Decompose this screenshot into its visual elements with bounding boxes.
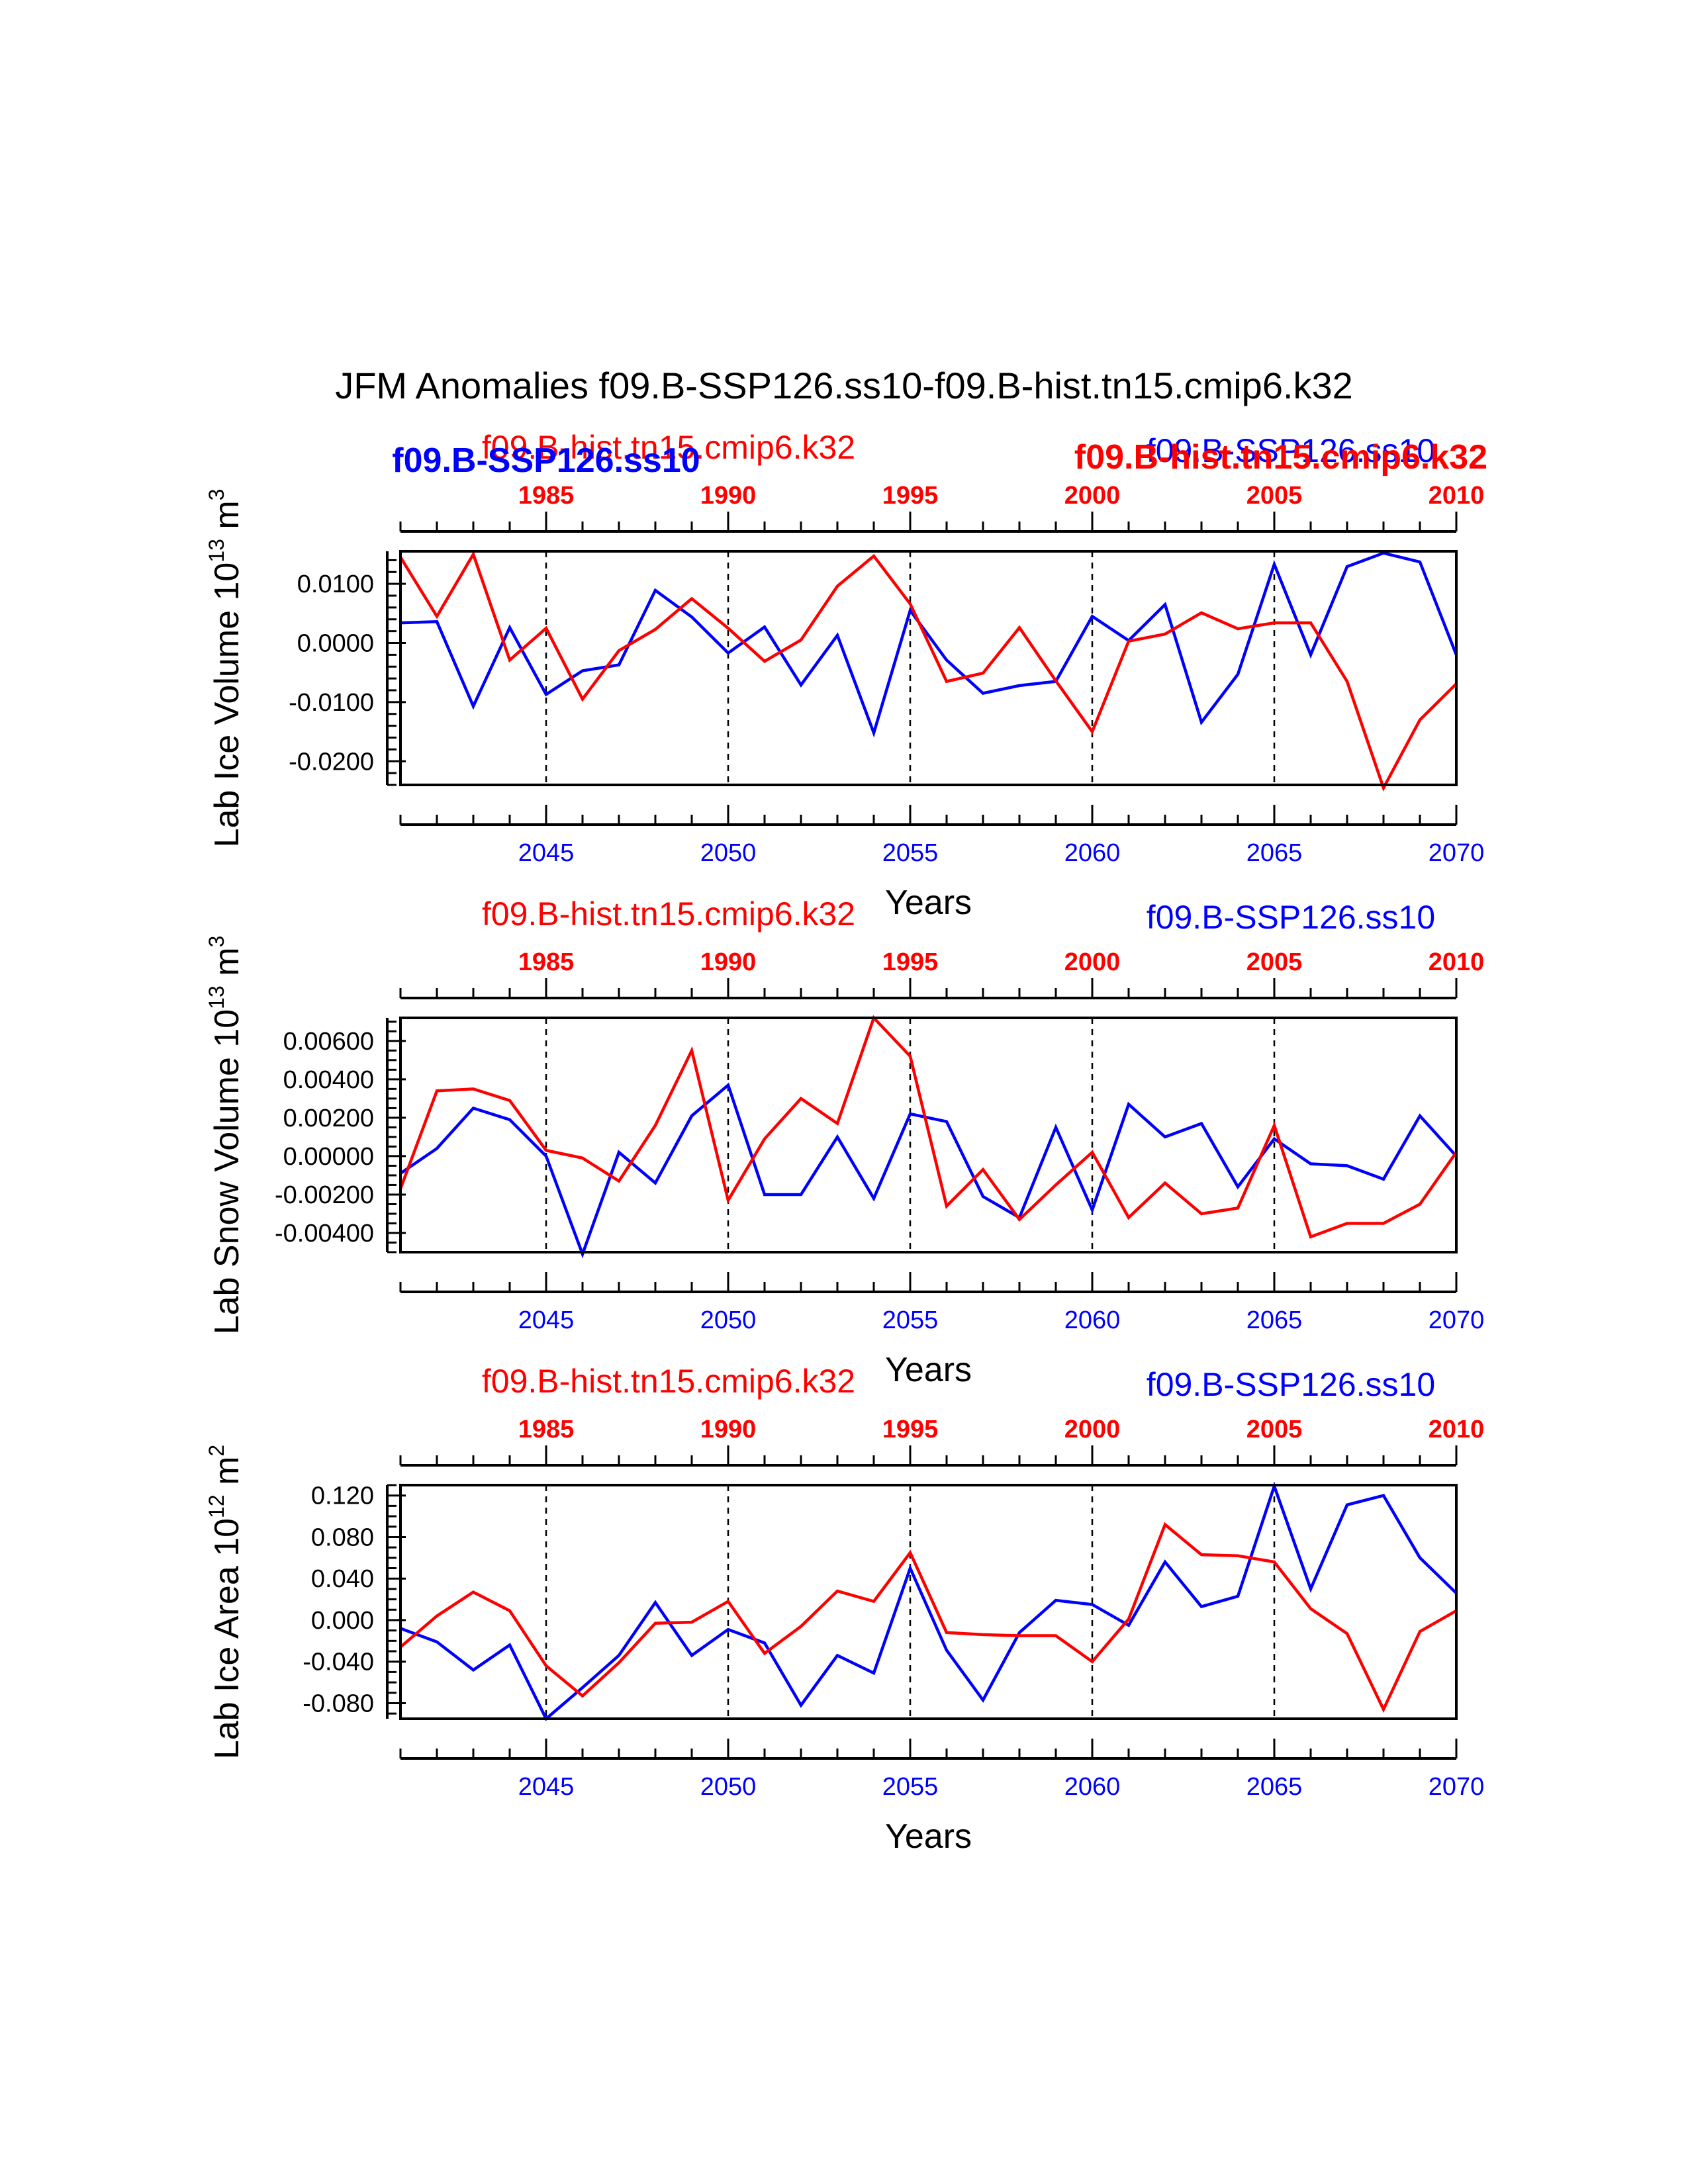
- run-label-red-bold: f09.B-hist.tn15.cmip6.k32: [1074, 438, 1487, 477]
- bottom-tick-label: 2070: [1429, 839, 1485, 867]
- y-axis-label-unit: m: [208, 947, 246, 985]
- y-axis-label-main: Lab Ice Area 10: [208, 1518, 246, 1759]
- series-line-red: [399, 1015, 1458, 1239]
- run-label-red: f09.B-hist.tn15.cmip6.k32: [482, 1363, 855, 1400]
- y-tick-label: 0.120: [311, 1482, 374, 1510]
- y-axis-label: Lab Ice Area 1012 m2: [205, 1445, 246, 1759]
- top-tick-label: 1995: [882, 482, 939, 510]
- y-tick-label: 0.080: [311, 1524, 374, 1551]
- y-axis-label: Lab Ice Volume 1013 m3: [205, 489, 246, 848]
- top-tick-label: 2010: [1429, 1416, 1485, 1443]
- y-tick-label: -0.0200: [289, 748, 374, 776]
- y-tick-label: -0.040: [303, 1649, 374, 1676]
- top-tick-label: 1990: [700, 948, 757, 976]
- y-tick-label: -0.00200: [275, 1181, 374, 1209]
- y-axis-label-exponent: 12: [205, 1494, 228, 1518]
- bottom-tick-label: 2065: [1246, 1773, 1303, 1801]
- run-label-blue: f09.B-SSP126.ss10: [1147, 899, 1435, 936]
- series-line-blue: [400, 1481, 1458, 1721]
- bottom-tick-label: 2070: [1429, 1306, 1485, 1334]
- bottom-tick-label: 2060: [1064, 1773, 1121, 1801]
- y-tick-label: 0.0100: [297, 570, 374, 598]
- series-line-red: [399, 1522, 1458, 1713]
- panels: 2045 2050 2055 2060 2065 2070 1985 1990 1995 2000…: [205, 429, 1487, 1856]
- y-axis-label-unit-exponent: 3: [205, 936, 228, 948]
- top-tick-label: 1995: [882, 1416, 939, 1443]
- x-axis-label: Years: [885, 1351, 972, 1389]
- plot-frame: [399, 550, 1458, 786]
- top-tick-label: 2000: [1064, 1416, 1121, 1443]
- bottom-tick-label: 2055: [882, 1773, 939, 1801]
- y-tick-label: 0.0000: [297, 630, 374, 658]
- y-tick-label: 0.00200: [283, 1105, 374, 1132]
- bottom-tick-label: 2060: [1064, 1306, 1121, 1334]
- y-tick-label: 0.00400: [283, 1066, 374, 1094]
- y-axis-label-unit: m: [208, 1457, 246, 1495]
- y-axis-label-exponent: 13: [205, 985, 228, 1009]
- bottom-tick-label: 2065: [1246, 1306, 1303, 1334]
- top-tick-label: 2000: [1064, 948, 1121, 976]
- chart-panel-1: 2045 2050 2055 2060 2065 2070 1985 1990 1995 2000…: [205, 429, 1487, 922]
- top-tick-label: 2005: [1246, 948, 1303, 976]
- chart-panel-3: 2045 2050 2055 2060 2065 2070 1985 1990 1995 2000…: [205, 1363, 1484, 1856]
- series-line-red: [399, 551, 1458, 792]
- run-label-blue-bold: f09.B-SSP126.ss10: [392, 441, 700, 480]
- bottom-tick-label: 2065: [1246, 839, 1303, 867]
- run-label-red: f09.B-hist.tn15.cmip6.k32: [482, 429, 855, 466]
- bottom-tick-label: 2045: [518, 839, 575, 867]
- plot-frame: [399, 1017, 1458, 1253]
- run-label-blue: f09.B-SSP126.ss10: [1147, 1366, 1435, 1403]
- y-tick-label: -0.00400: [275, 1220, 374, 1248]
- x-axis-label: Years: [885, 884, 972, 922]
- bottom-tick-label: 2050: [700, 1773, 757, 1801]
- figure-title: JFM Anomalies f09.B-SSP126.ss10-f09.B-hi…: [335, 365, 1353, 406]
- y-tick-label: -0.080: [303, 1690, 374, 1717]
- top-tick-label: 2010: [1429, 948, 1485, 976]
- bottom-tick-label: 2055: [882, 1306, 939, 1334]
- series-line-blue: [399, 1082, 1458, 1259]
- series-line-blue: [400, 551, 1458, 738]
- top-tick-label: 1985: [518, 948, 575, 976]
- plot-frame: [399, 1484, 1458, 1720]
- top-tick-label: 1990: [700, 482, 757, 510]
- bottom-tick-label: 2045: [518, 1773, 575, 1801]
- y-axis-label-unit-exponent: 3: [205, 489, 228, 501]
- y-tick-label: 0.000: [311, 1607, 374, 1635]
- top-tick-label: 2005: [1246, 1416, 1303, 1443]
- bottom-tick-label: 2055: [882, 839, 939, 867]
- bottom-tick-label: 2045: [518, 1306, 575, 1334]
- x-axis-label: Years: [885, 1817, 972, 1856]
- y-axis-label-unit-exponent: 2: [205, 1445, 228, 1457]
- top-tick-label: 1985: [518, 482, 575, 510]
- y-tick-label: 0.040: [311, 1565, 374, 1593]
- y-axis-label: Lab Snow Volume 1013 m3: [205, 936, 246, 1335]
- y-axis-label-main: Lab Snow Volume 10: [208, 1009, 246, 1334]
- top-tick-label: 2000: [1064, 482, 1121, 510]
- run-label-blue: f09.B-SSP126.ss10: [1147, 432, 1435, 469]
- top-tick-label: 1985: [518, 1416, 575, 1443]
- top-tick-label: 2010: [1429, 482, 1485, 510]
- bottom-tick-label: 2060: [1064, 839, 1121, 867]
- top-tick-label: 1990: [700, 1416, 757, 1443]
- bottom-tick-label: 2050: [700, 1306, 757, 1334]
- bottom-tick-label: 2050: [700, 839, 757, 867]
- chart-panel-2: 2045 2050 2055 2060 2065 2070 1985 1990 1995 2000…: [205, 895, 1484, 1389]
- y-axis-label-main: Lab Ice Volume 10: [208, 563, 246, 848]
- y-tick-label: 0.00600: [283, 1028, 374, 1056]
- y-axis-label-exponent: 13: [205, 539, 228, 563]
- y-tick-label: -0.0100: [289, 689, 374, 717]
- run-label-red: f09.B-hist.tn15.cmip6.k32: [482, 895, 855, 933]
- top-tick-label: 2005: [1246, 482, 1303, 510]
- top-tick-label: 1995: [882, 948, 939, 976]
- y-axis-label-unit: m: [208, 500, 246, 539]
- y-tick-label: 0.00000: [283, 1143, 374, 1171]
- bottom-tick-label: 2070: [1429, 1773, 1485, 1801]
